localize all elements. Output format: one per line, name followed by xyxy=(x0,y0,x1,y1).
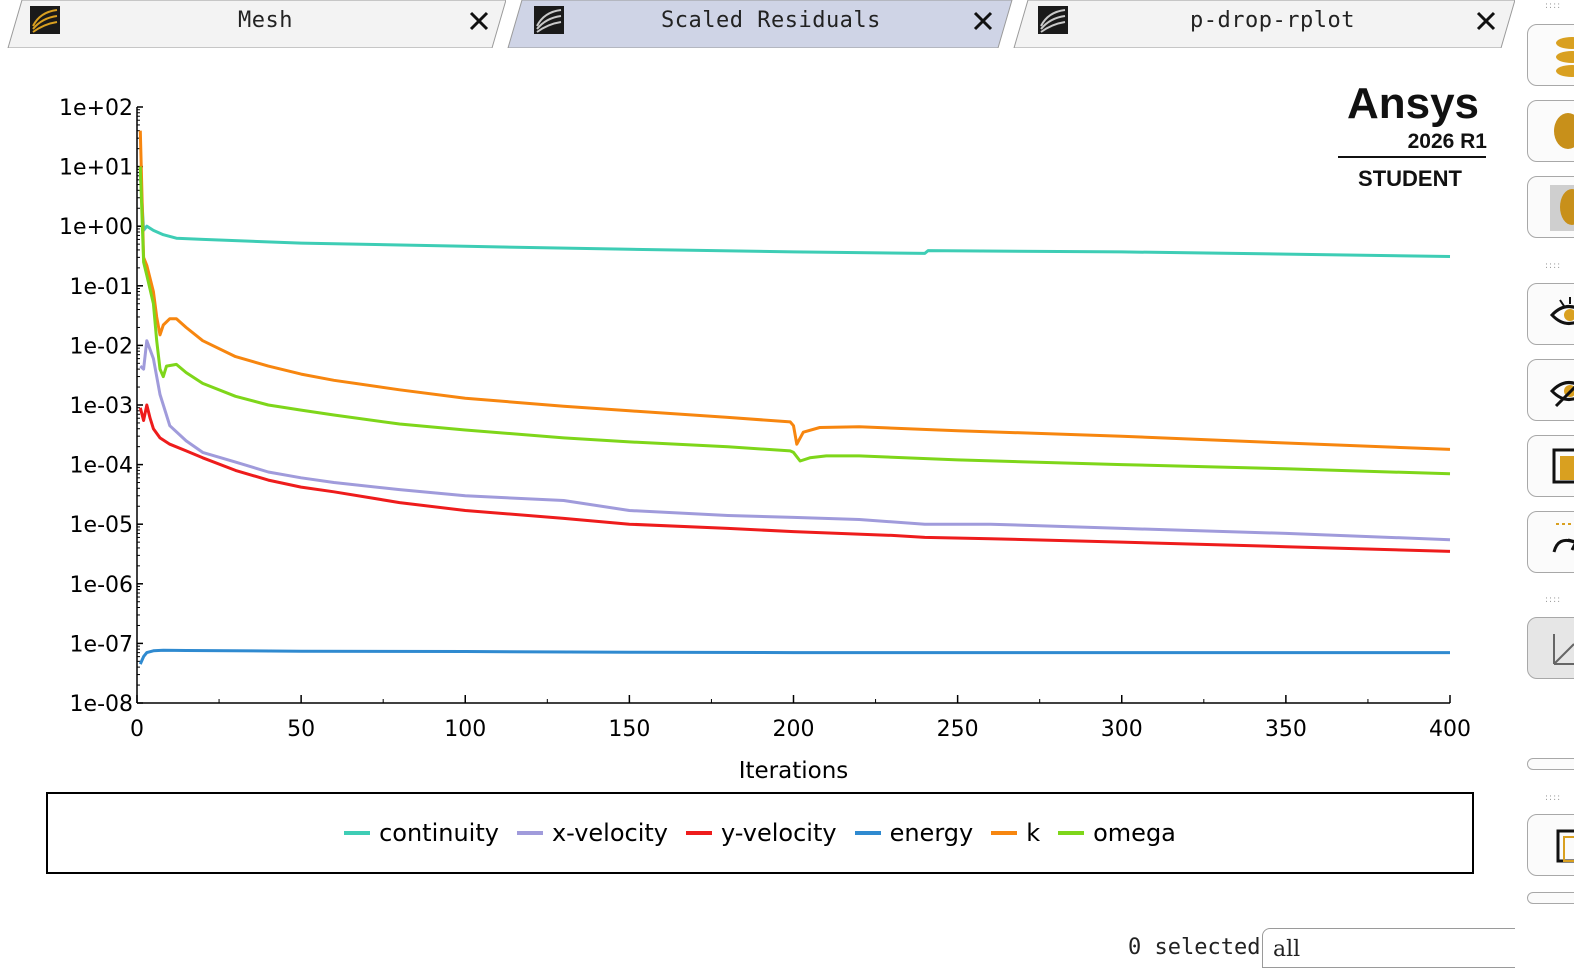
x-tick-label: 0 xyxy=(130,717,144,742)
legend-swatch xyxy=(344,831,371,835)
legend-label: y-velocity xyxy=(720,819,837,847)
region-button[interactable] xyxy=(1527,435,1574,497)
y-tick-label: 1e-06 xyxy=(70,573,133,598)
rotate-icon xyxy=(1552,523,1574,553)
legend-item-omega: omega xyxy=(1058,819,1176,847)
legend-item-k: k xyxy=(991,819,1040,847)
x-tick-label: 300 xyxy=(1101,717,1143,742)
plot-legend: continuity x-velocity y-velocity energy k ome… xyxy=(46,792,1474,874)
tab-scaled-residuals[interactable]: Scaled Residuals xyxy=(506,0,1014,48)
filter-select-value: all xyxy=(1273,937,1301,962)
tab-label: Scaled Residuals xyxy=(661,8,881,33)
view-icon xyxy=(1549,297,1574,325)
legend-swatch xyxy=(854,831,881,835)
legend-swatch xyxy=(685,831,712,835)
y-tick-label: 1e-05 xyxy=(70,513,133,538)
y-tick-label: 1e+02 xyxy=(59,96,133,121)
x-tick-label: 50 xyxy=(287,717,315,742)
legend-item-y-velocity: y-velocity xyxy=(685,819,837,847)
y-tick-label: 1e-08 xyxy=(70,692,133,717)
y-tick-label: 1e-03 xyxy=(70,394,133,419)
y-tick-label: 1e+01 xyxy=(59,156,133,181)
residual-plot-icon xyxy=(1038,6,1068,34)
logo-edition: STUDENT xyxy=(1358,166,1462,191)
toolbar-separator-handle[interactable] xyxy=(1527,758,1574,770)
series-line-y-velocity xyxy=(138,403,1451,553)
view-button[interactable] xyxy=(1527,283,1574,345)
logo-version: 2026 R1 xyxy=(1408,130,1488,153)
series-line-energy xyxy=(138,648,1450,665)
legend-swatch xyxy=(516,831,543,835)
legend-item-continuity: continuity xyxy=(344,819,499,847)
colormap-button[interactable] xyxy=(1527,24,1574,86)
y-tick-label: 1e+00 xyxy=(59,215,133,240)
close-icon[interactable] xyxy=(1475,10,1497,32)
x-tick-label: 100 xyxy=(444,717,486,742)
mesh-display-icon xyxy=(1550,185,1574,231)
y-tick-label: 1e-01 xyxy=(70,275,133,300)
legend-swatch xyxy=(991,831,1018,835)
axes-button[interactable] xyxy=(1527,617,1574,679)
series-line-x-velocity xyxy=(139,339,1451,542)
colormap-icon xyxy=(1556,37,1574,77)
axes-icon xyxy=(1553,634,1574,665)
legend-label: omega xyxy=(1093,819,1176,847)
toolbar-grip[interactable]: :::: xyxy=(1545,595,1562,605)
toolbar-grip[interactable]: :::: xyxy=(1545,261,1562,271)
y-tick-label: 1e-07 xyxy=(70,632,133,657)
residual-plot-icon xyxy=(30,6,60,34)
hide-view-button[interactable] xyxy=(1527,359,1574,421)
series-line-k xyxy=(138,130,1451,451)
tab-label: Mesh xyxy=(238,8,293,33)
tab-shape xyxy=(507,0,1013,48)
region-icon xyxy=(1552,448,1574,484)
legend-label: k xyxy=(1026,819,1041,847)
y-tick-label: 1e-02 xyxy=(70,334,133,359)
tab-mesh[interactable]: Mesh xyxy=(0,0,506,48)
x-axis-title: Iterations xyxy=(739,758,849,784)
tab-shape xyxy=(7,0,506,48)
x-tick-label: 250 xyxy=(937,717,979,742)
tab-shape xyxy=(1013,0,1515,48)
legend-item-x-velocity: x-velocity xyxy=(516,819,668,847)
legend-label: energy xyxy=(889,819,974,847)
legend-swatch xyxy=(1058,831,1085,835)
logo-brand: Ansys xyxy=(1347,79,1479,128)
toolbar-grip[interactable]: :::: xyxy=(1545,793,1562,803)
tab-p-drop-rplot[interactable]: p-drop-rplot xyxy=(1012,0,1515,48)
mesh-display-button[interactable] xyxy=(1527,176,1574,238)
graphics-tab-strip: Mesh Scaled Residuals p-drop-r xyxy=(0,0,1515,50)
selected-count: 0 selected xyxy=(1128,935,1261,960)
y-tick-label: 1e-04 xyxy=(70,454,133,479)
contour-icon xyxy=(1554,113,1574,149)
close-icon[interactable] xyxy=(468,10,490,32)
legend-label: continuity xyxy=(379,819,499,847)
hide-view-icon xyxy=(1549,381,1574,408)
residuals-plot[interactable]: 1e-08 1e-07 1e-06 1e-05 1e-04 1e-03 1e-02 1e-01… xyxy=(0,50,1515,790)
window-icon xyxy=(1556,829,1574,863)
x-tick-label: 200 xyxy=(773,717,815,742)
close-icon[interactable] xyxy=(972,10,994,32)
toolbar-separator-handle[interactable] xyxy=(1527,892,1574,904)
series-line-continuity xyxy=(138,172,1451,258)
x-tick-label: 350 xyxy=(1265,717,1307,742)
tab-label: p-drop-rplot xyxy=(1190,8,1355,33)
x-tick-label: 400 xyxy=(1429,717,1471,742)
toolbar-grip[interactable]: :::: xyxy=(1545,1,1562,11)
ansys-logo: Ansys 2026 R1 STUDENT xyxy=(1338,79,1488,191)
residual-plot-icon xyxy=(534,6,564,34)
x-tick-label: 150 xyxy=(608,717,650,742)
rotate-button[interactable] xyxy=(1527,511,1574,573)
legend-label: x-velocity xyxy=(551,819,668,847)
graphics-toolbar: :::: :::: :::: xyxy=(1515,0,1574,968)
legend-item-energy: energy xyxy=(854,819,974,847)
contour-button[interactable] xyxy=(1527,100,1574,162)
window-button[interactable] xyxy=(1527,814,1574,876)
series-line-omega xyxy=(138,166,1451,476)
